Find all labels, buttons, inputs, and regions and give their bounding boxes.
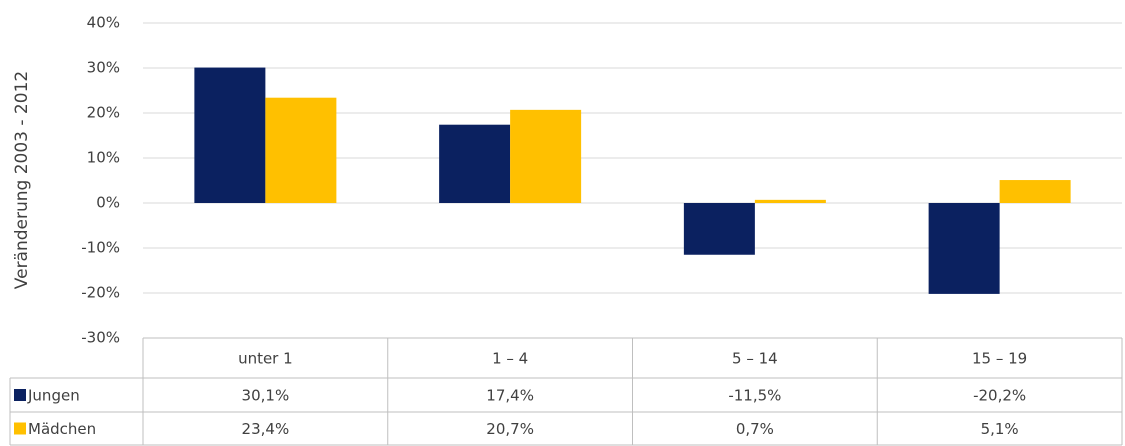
y-tick-label: 10%	[87, 149, 120, 167]
y-tick-label: 0%	[96, 194, 120, 212]
bar	[754, 199, 826, 203]
legend-swatch	[14, 422, 26, 435]
y-axis-label: Veränderung 2003 - 2012	[12, 71, 32, 289]
bar	[999, 180, 1071, 203]
table-cell: 5,1%	[981, 420, 1019, 438]
y-tick-label: 20%	[87, 104, 120, 122]
x-tick-label: 5 – 14	[732, 350, 778, 368]
legend-label: Mädchen	[28, 420, 96, 438]
bar	[265, 97, 337, 203]
bar	[194, 67, 266, 203]
legend-swatch	[14, 389, 26, 401]
table-cell: -20,2%	[973, 387, 1026, 405]
x-tick-label: 1 – 4	[492, 350, 528, 368]
y-tick-label: -30%	[81, 329, 120, 347]
y-tick-label: 30%	[87, 59, 120, 77]
table-cell: 23,4%	[242, 420, 290, 438]
table-cell: 20,7%	[486, 420, 534, 438]
bar	[510, 109, 582, 203]
table-cell: 30,1%	[242, 387, 290, 405]
y-tick-label: 40%	[87, 14, 120, 32]
y-tick-label: -10%	[81, 239, 120, 257]
bar	[439, 124, 511, 203]
bar	[683, 203, 755, 255]
x-tick-label: 15 – 19	[972, 350, 1027, 368]
table-cell: 17,4%	[486, 387, 534, 405]
y-tick-label: -20%	[81, 284, 120, 302]
table-cell: 0,7%	[736, 420, 774, 438]
bar	[928, 203, 1000, 294]
x-tick-label: unter 1	[238, 350, 293, 368]
table-cell: -11,5%	[728, 387, 781, 405]
legend-label: Jungen	[27, 387, 80, 405]
